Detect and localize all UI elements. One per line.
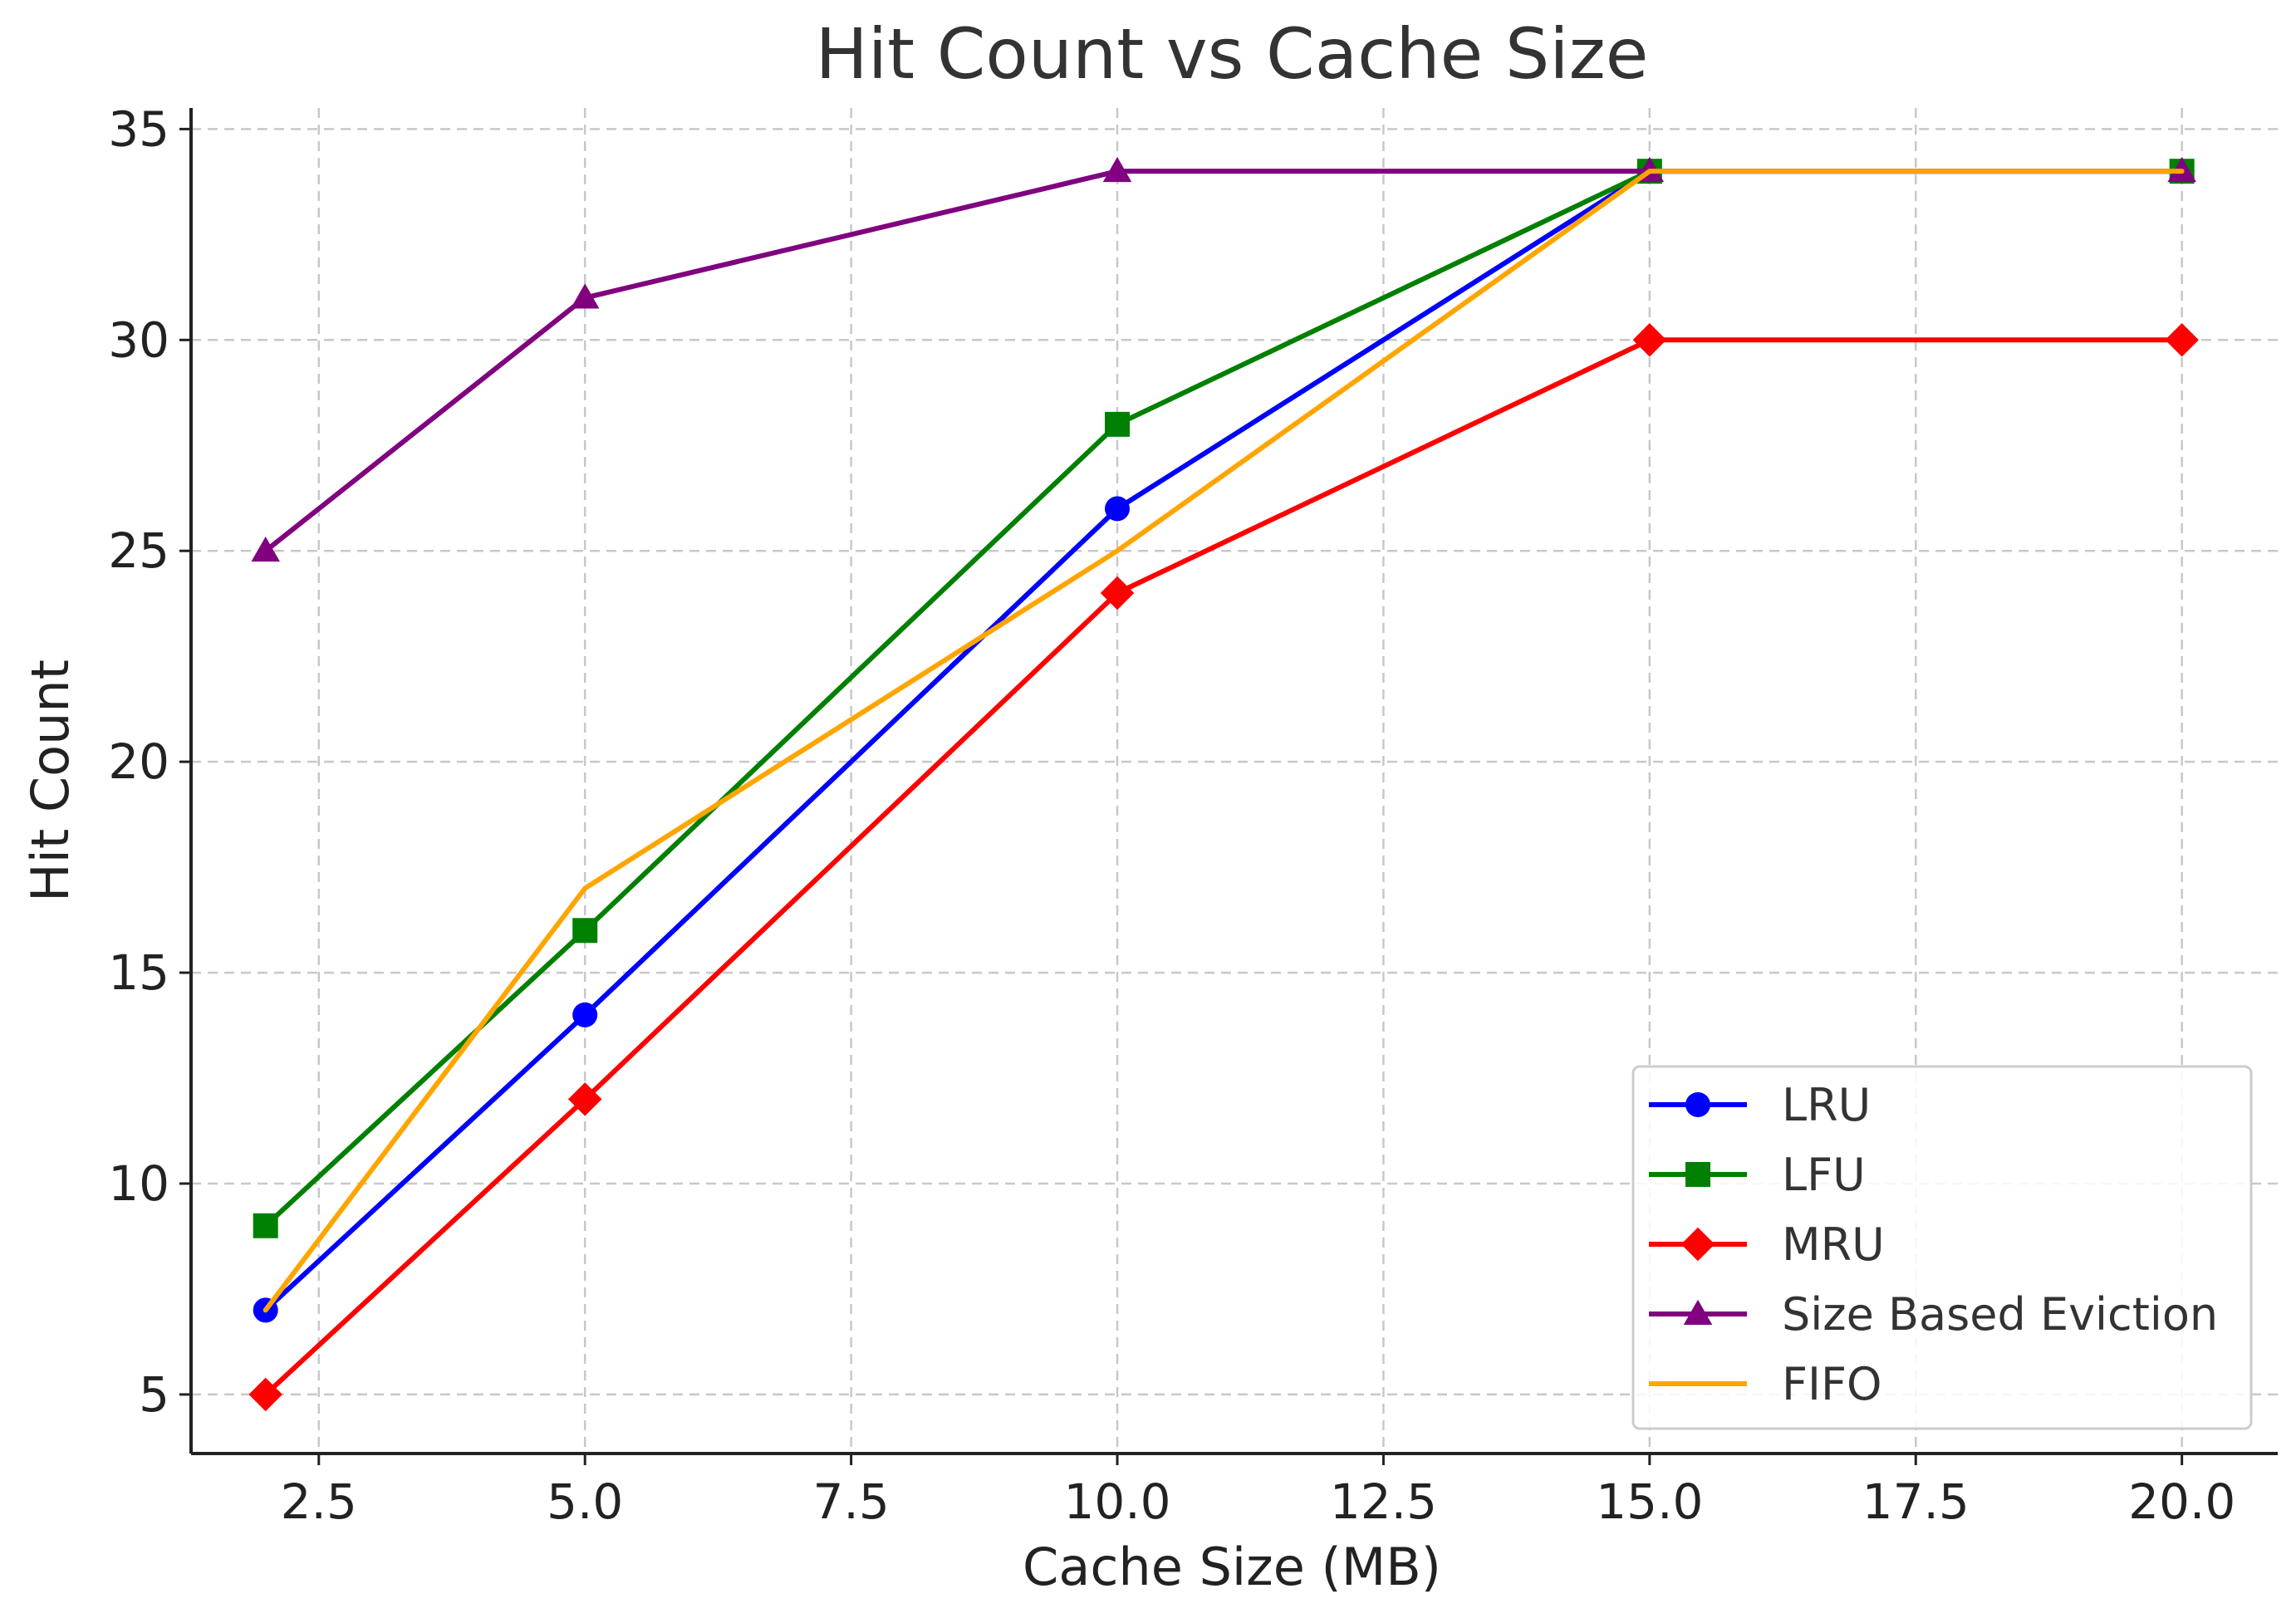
- data-point-size-based-eviction: [1102, 156, 1132, 183]
- axes: [189, 108, 2278, 1455]
- chart-title: Hit Count vs Cache Size: [816, 13, 1649, 95]
- y-tick-label: 35: [108, 101, 169, 157]
- legend-entries: LRU LFU MRU Size Based Eviction FIFO: [1649, 1079, 2218, 1410]
- data-point-lfu: [572, 918, 598, 944]
- data-point-mru: [248, 1377, 282, 1412]
- x-tick-label: 17.5: [1862, 1473, 1970, 1530]
- legend-label: MRU: [1782, 1218, 1885, 1271]
- x-tick-label: 7.5: [812, 1473, 889, 1530]
- series-lines: [248, 156, 2199, 1412]
- y-axis-label: Hit Count: [20, 659, 81, 902]
- legend-marker: [1683, 1299, 1713, 1325]
- data-point-size-based-eviction: [570, 283, 600, 309]
- x-tick-label: 2.5: [281, 1473, 357, 1530]
- y-tick-label: 15: [108, 944, 169, 1001]
- legend-item-fifo: FIFO: [1649, 1358, 1882, 1410]
- legend-label: LFU: [1782, 1149, 1866, 1201]
- legend-item-lfu: LFU: [1649, 1149, 1866, 1201]
- legend-marker: [1680, 1227, 1715, 1262]
- data-point-mru: [1632, 323, 1667, 357]
- series-line-size-based-eviction: [262, 169, 2185, 554]
- series-line-fifo: [262, 169, 2185, 1313]
- legend: LRU LFU MRU Size Based Eviction FIFO: [1631, 1065, 2253, 1430]
- data-point-lru: [1105, 496, 1131, 522]
- y-ticks: 5 10 15 20 25 30 35: [108, 101, 191, 1423]
- y-tick-label: 20: [108, 733, 169, 790]
- data-point-lfu: [1105, 411, 1131, 437]
- y-tick-label: 5: [139, 1366, 169, 1423]
- legend-box: [1631, 1065, 2253, 1430]
- legend-label: FIFO: [1782, 1358, 1882, 1410]
- x-tick-label: 12.5: [1330, 1473, 1437, 1530]
- x-tick-label: 10.0: [1063, 1473, 1170, 1530]
- legend-item-mru: MRU: [1649, 1218, 1885, 1271]
- data-point-mru: [567, 1082, 602, 1116]
- y-tick-label: 30: [108, 311, 169, 368]
- data-point-lfu: [253, 1213, 278, 1238]
- data-point-size-based-eviction: [251, 536, 280, 562]
- legend-label: LRU: [1782, 1079, 1871, 1131]
- x-tick-label: 5.0: [547, 1473, 623, 1530]
- y-tick-label: 25: [108, 522, 169, 579]
- x-tick-label: 15.0: [1596, 1473, 1703, 1530]
- y-tick-label: 10: [108, 1155, 169, 1212]
- legend-marker: [1685, 1162, 1710, 1187]
- data-point-lru: [572, 1002, 598, 1027]
- x-tick-label: 20.0: [2128, 1473, 2235, 1530]
- series-mru: [248, 323, 2199, 1412]
- series-fifo: [262, 169, 2185, 1313]
- legend-marker: [1685, 1092, 1710, 1117]
- x-ticks: 2.5 5.0 7.5 10.0 12.5 15.0 17.5 20.0: [281, 1454, 2235, 1530]
- series-size-based-eviction: [251, 156, 2196, 562]
- x-axis-label: Cache Size (MB): [1023, 1537, 1441, 1597]
- data-point-mru: [2165, 323, 2199, 357]
- legend-item-size-based-eviction: Size Based Eviction: [1649, 1288, 2218, 1341]
- legend-label: Size Based Eviction: [1782, 1288, 2218, 1341]
- legend-item-lru: LRU: [1649, 1079, 1871, 1131]
- data-point-mru: [1100, 576, 1135, 610]
